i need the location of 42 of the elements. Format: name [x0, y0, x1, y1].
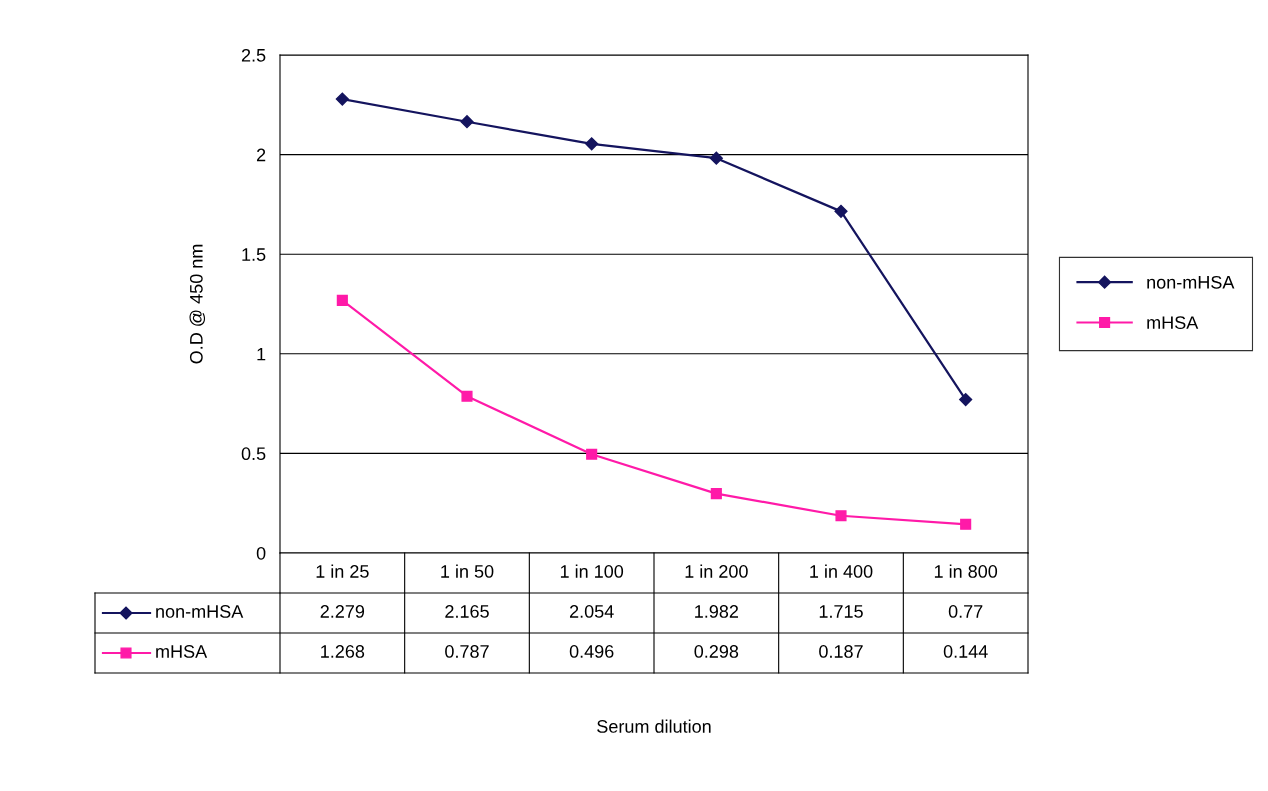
point — [709, 151, 723, 165]
point — [960, 518, 972, 530]
y-tick-label: 1.5 — [242, 248, 266, 261]
point — [585, 137, 599, 151]
data-label: 0.496 — [569, 645, 614, 658]
point — [834, 204, 848, 218]
x-tick-label: 1 in 50 — [441, 564, 494, 578]
y-tick-label: 0 — [256, 546, 266, 560]
x-tick-label: 1 in 25 — [316, 564, 369, 578]
data-label: 1.715 — [819, 605, 863, 618]
text: Serum dilution — [597, 719, 711, 733]
x-tick-label: 1 in 800 — [934, 564, 998, 578]
text: mHSA — [1147, 316, 1199, 329]
data-label: 2.279 — [320, 605, 365, 618]
point — [461, 390, 473, 402]
x-tick-label: 1 in 100 — [560, 564, 624, 578]
data-label: 0.187 — [819, 645, 863, 658]
y-tick-label: 0.5 — [241, 447, 266, 461]
point — [710, 488, 722, 500]
y-tick-label: 1 — [257, 347, 266, 361]
data-label: 0.298 — [694, 645, 739, 658]
data-label: 2.054 — [569, 605, 614, 618]
y-tick-label: 2 — [256, 148, 266, 162]
point — [835, 510, 847, 522]
data-label: 0.787 — [445, 645, 489, 658]
x-tick-label: 1 in 400 — [810, 564, 873, 578]
point — [460, 115, 474, 129]
data-label: 0.144 — [943, 645, 988, 658]
legend-label: mHSA — [156, 645, 208, 658]
y-axis-title: O.D @ 450 nm — [189, 244, 206, 364]
data-label: 1.268 — [321, 645, 365, 658]
x-tick-label: 1 in 200 — [685, 564, 748, 578]
data-label: 1.982 — [695, 605, 739, 618]
data-label: 2.165 — [445, 605, 489, 618]
text: non-mHSA — [156, 605, 244, 618]
legend-label: non-mHSA — [1147, 275, 1235, 289]
point — [335, 92, 349, 106]
y-tick-label: 2.5 — [241, 48, 266, 62]
point — [959, 393, 973, 407]
point — [586, 448, 598, 460]
point — [336, 294, 348, 306]
data-label: 0.77 — [948, 605, 983, 618]
